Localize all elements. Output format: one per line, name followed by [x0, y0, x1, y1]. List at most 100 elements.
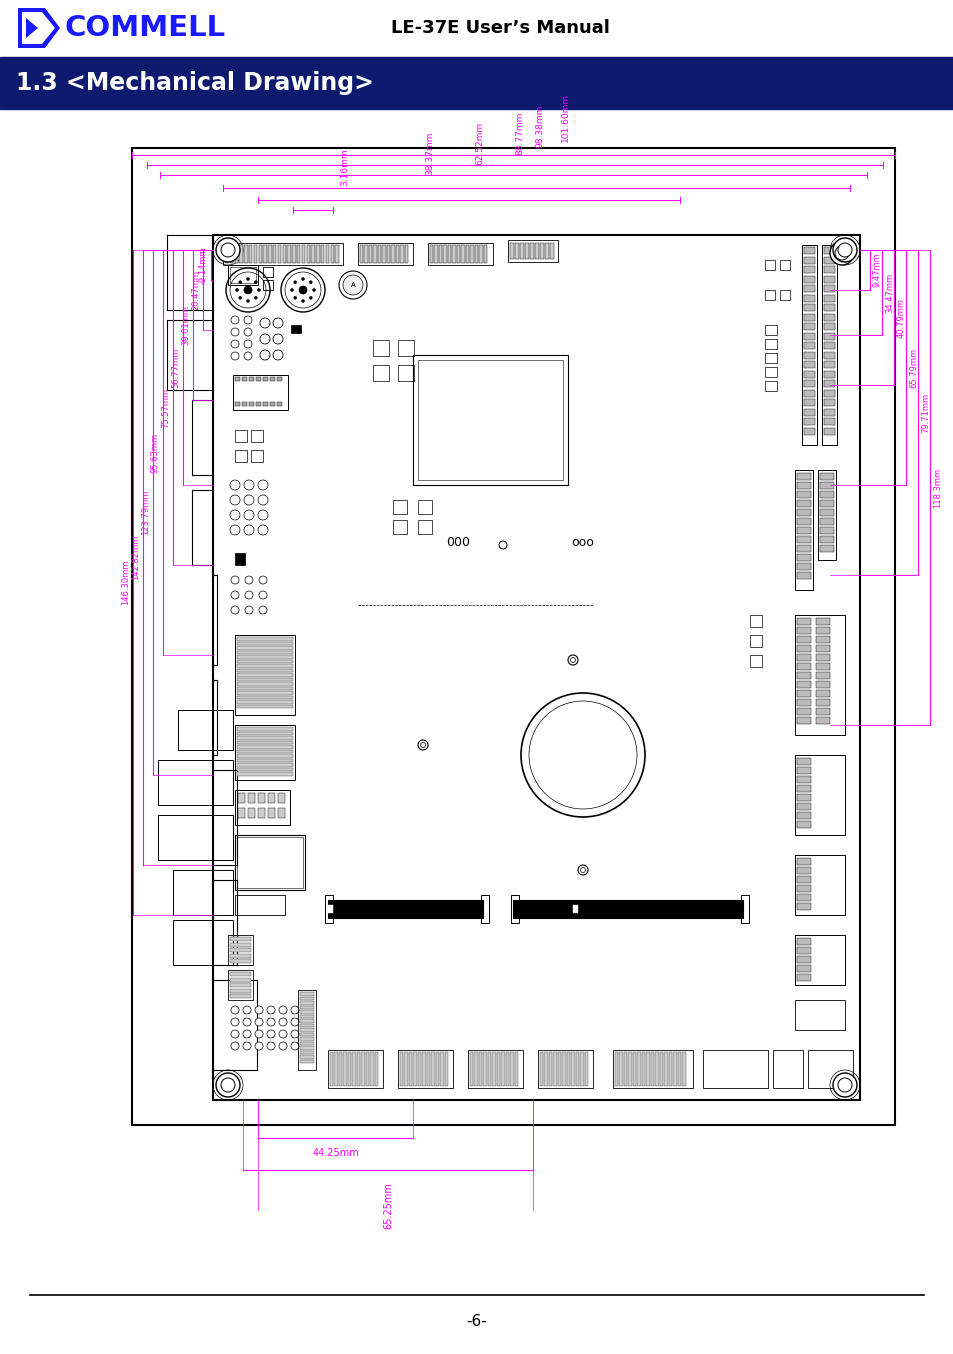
Circle shape: [267, 1018, 274, 1026]
Bar: [277, 245, 281, 263]
Circle shape: [832, 238, 856, 263]
Bar: [796, 894, 810, 900]
Circle shape: [244, 352, 252, 360]
Bar: [803, 275, 814, 283]
Bar: [803, 380, 814, 387]
Bar: [803, 343, 814, 349]
Bar: [236, 704, 293, 708]
Bar: [242, 376, 247, 380]
Circle shape: [309, 297, 312, 299]
Circle shape: [278, 1030, 287, 1039]
Bar: [623, 1052, 627, 1086]
Circle shape: [258, 607, 267, 613]
Bar: [821, 245, 836, 445]
Circle shape: [231, 1006, 239, 1014]
Circle shape: [215, 238, 240, 263]
Circle shape: [221, 1078, 234, 1091]
Bar: [257, 808, 265, 818]
Circle shape: [244, 286, 252, 294]
Bar: [236, 646, 293, 650]
Bar: [796, 509, 810, 516]
Bar: [815, 699, 829, 705]
Bar: [213, 236, 859, 1099]
Bar: [236, 745, 293, 749]
Bar: [393, 520, 407, 533]
Bar: [796, 519, 810, 525]
Bar: [236, 673, 293, 677]
Bar: [228, 936, 253, 965]
Bar: [359, 245, 363, 263]
Bar: [299, 1037, 314, 1040]
Bar: [228, 265, 257, 284]
Bar: [306, 245, 310, 263]
Bar: [820, 473, 833, 481]
Bar: [803, 324, 814, 330]
Bar: [796, 858, 810, 865]
Bar: [823, 333, 834, 340]
Bar: [796, 812, 810, 819]
Bar: [823, 256, 834, 264]
Bar: [815, 691, 829, 697]
Bar: [764, 325, 776, 334]
Bar: [796, 663, 810, 670]
Bar: [236, 737, 293, 739]
Polygon shape: [26, 18, 38, 38]
Bar: [0, 57, 953, 110]
Circle shape: [338, 271, 367, 299]
Bar: [311, 245, 314, 263]
Circle shape: [244, 496, 253, 505]
Bar: [268, 808, 274, 818]
Circle shape: [231, 315, 239, 324]
Bar: [796, 536, 810, 543]
Bar: [820, 509, 833, 516]
Bar: [780, 290, 789, 301]
Bar: [230, 245, 233, 263]
Bar: [803, 390, 814, 397]
Bar: [562, 1052, 565, 1086]
Bar: [794, 615, 844, 735]
Circle shape: [231, 340, 239, 348]
Circle shape: [567, 655, 578, 665]
Circle shape: [837, 242, 851, 257]
Bar: [820, 536, 833, 543]
Bar: [470, 1052, 473, 1086]
Bar: [579, 1052, 583, 1086]
Bar: [796, 803, 810, 810]
Bar: [823, 295, 834, 302]
Bar: [357, 242, 413, 265]
Bar: [749, 615, 761, 627]
Bar: [571, 1052, 575, 1086]
Bar: [507, 240, 558, 263]
Bar: [248, 793, 254, 803]
Text: 38.37mm: 38.37mm: [425, 131, 434, 175]
Circle shape: [267, 1030, 274, 1039]
Bar: [530, 242, 534, 259]
Circle shape: [260, 318, 270, 328]
Bar: [764, 260, 774, 269]
Bar: [637, 1052, 640, 1086]
Bar: [796, 571, 810, 580]
Bar: [823, 362, 834, 368]
Text: 65.25mm: 65.25mm: [382, 1182, 393, 1229]
Bar: [399, 1052, 403, 1086]
Bar: [681, 1052, 685, 1086]
Bar: [820, 527, 833, 533]
Circle shape: [257, 288, 260, 291]
Circle shape: [291, 1018, 298, 1026]
Bar: [803, 409, 814, 416]
Bar: [236, 754, 293, 757]
Bar: [470, 245, 474, 263]
Bar: [417, 500, 432, 515]
Bar: [233, 375, 288, 410]
Bar: [764, 380, 776, 391]
Bar: [668, 1052, 672, 1086]
Bar: [236, 741, 293, 743]
Bar: [796, 974, 810, 982]
Bar: [374, 245, 376, 263]
Bar: [297, 990, 315, 1070]
Bar: [764, 367, 776, 376]
Bar: [273, 245, 276, 263]
Circle shape: [254, 1043, 263, 1049]
Text: 56.77mm: 56.77mm: [171, 348, 180, 387]
Bar: [823, 380, 834, 387]
